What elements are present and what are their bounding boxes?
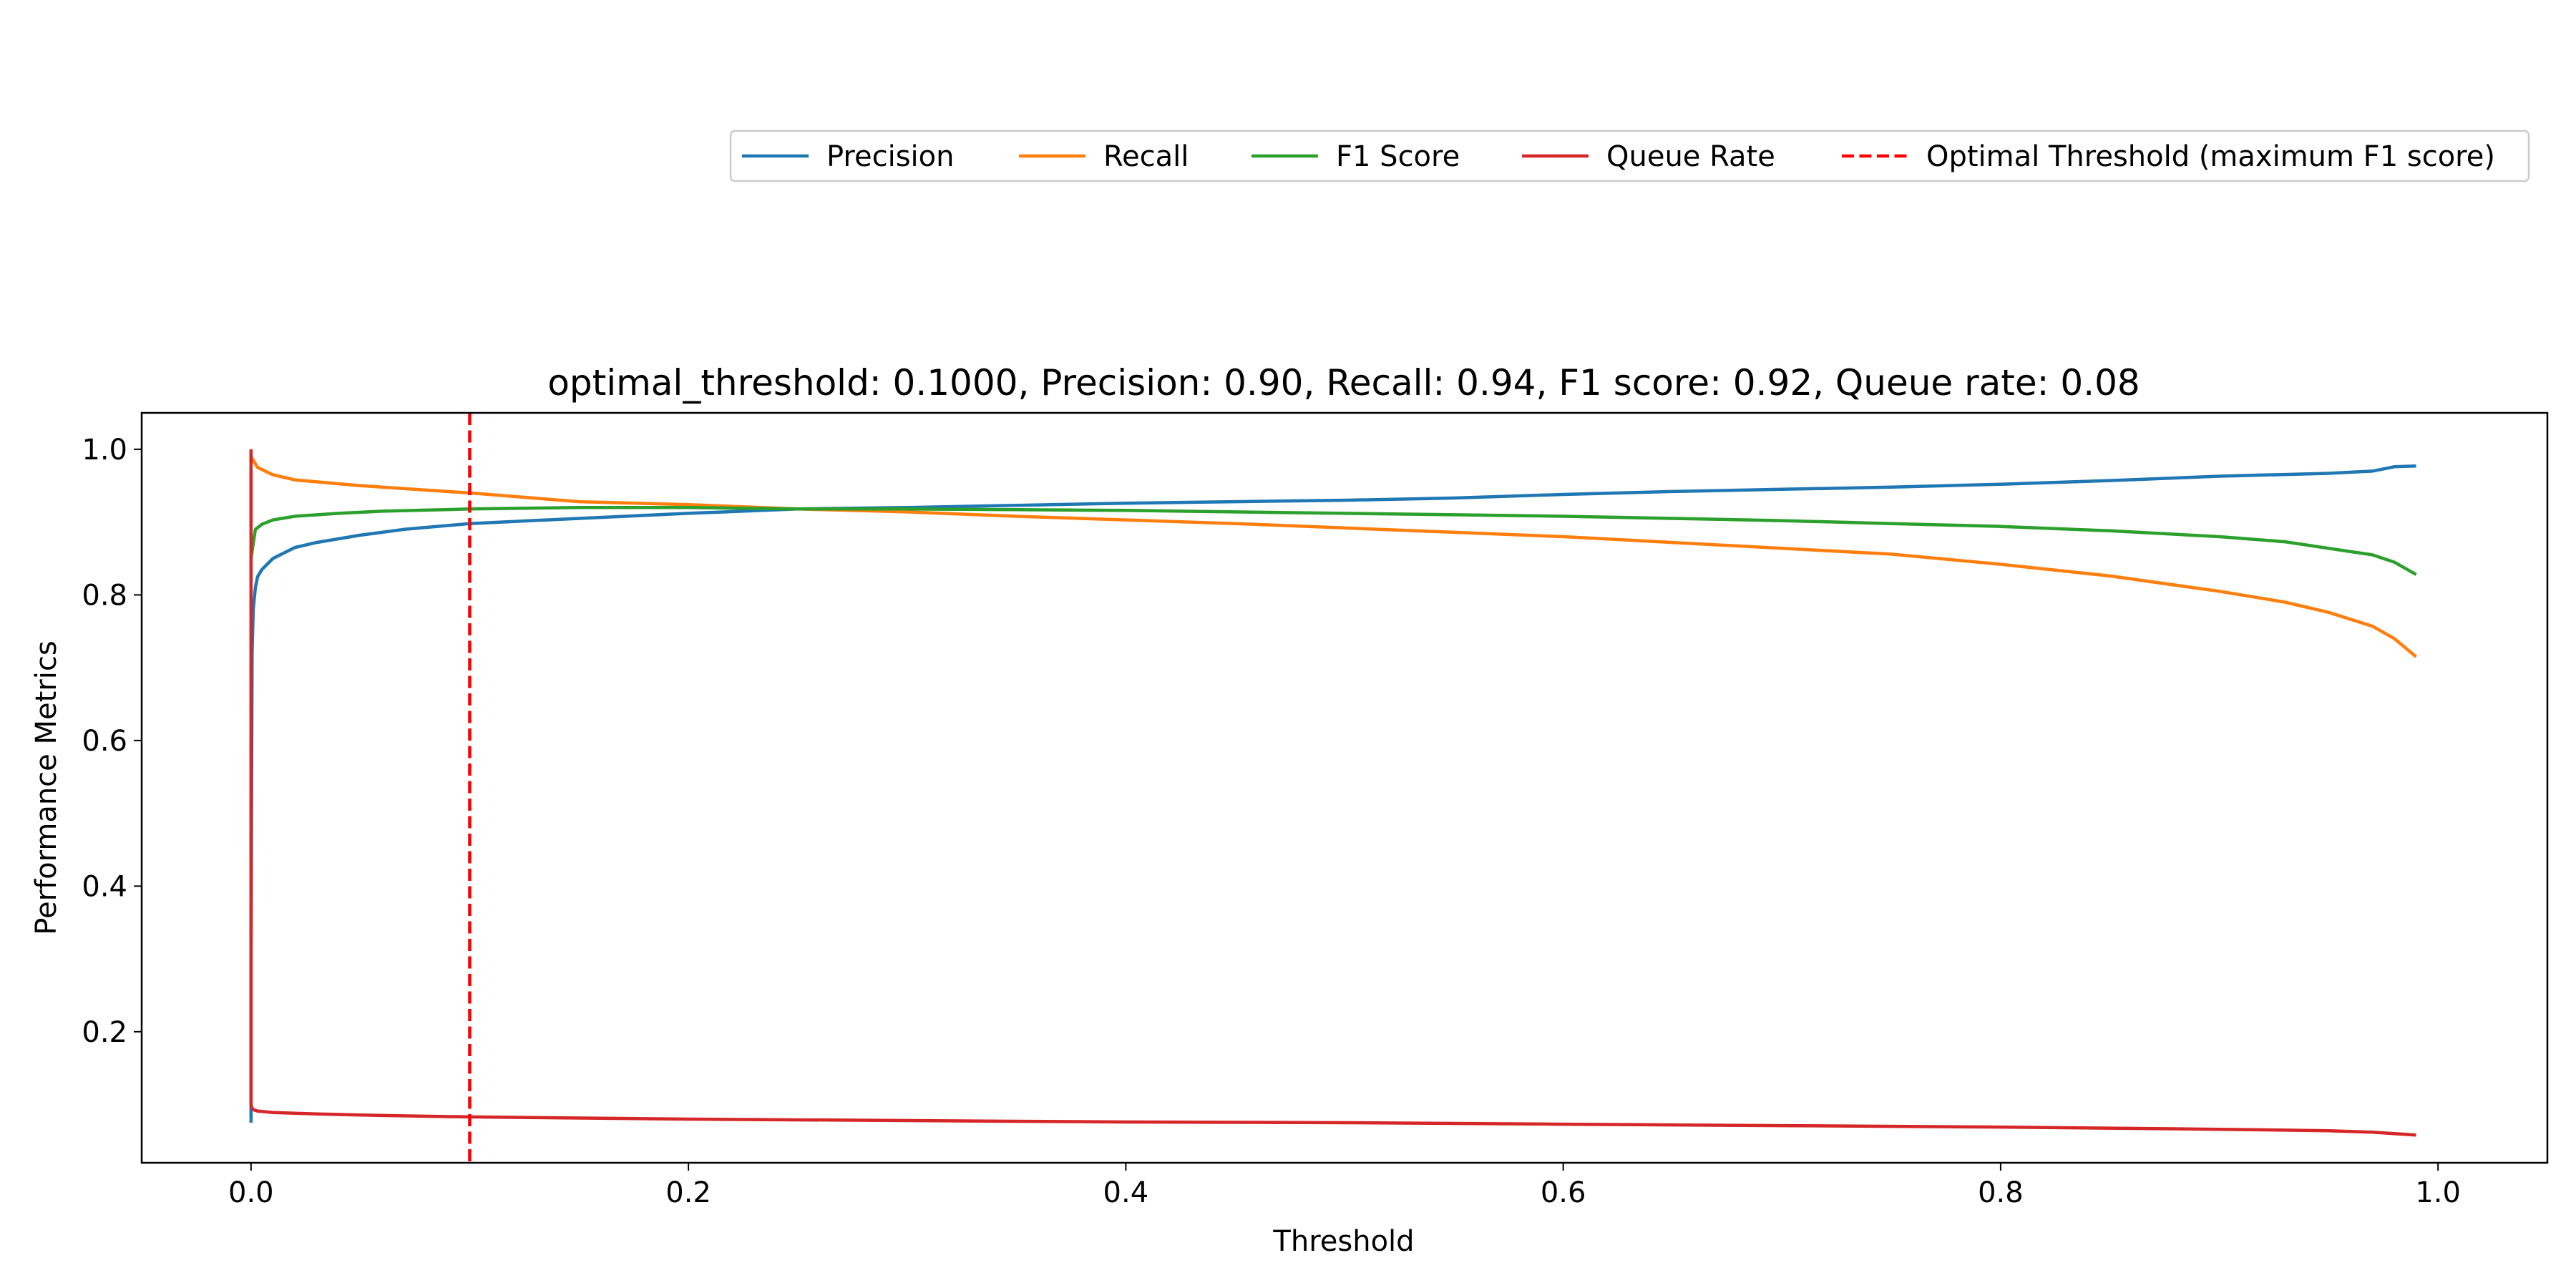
legend-label-precision: Precision xyxy=(826,140,954,173)
x-tick-label: 0.6 xyxy=(1541,1176,1586,1209)
x-tick-label: 1.0 xyxy=(2415,1176,2461,1209)
x-tick-label: 0.8 xyxy=(1978,1176,2024,1209)
plot-frame xyxy=(140,411,2549,1164)
x-axis-label: Threshold xyxy=(1272,1225,1414,1258)
series-line-recall xyxy=(249,455,2418,658)
y-axis-label: Performance Metrics xyxy=(30,640,63,935)
plot-area xyxy=(249,413,2418,1163)
x-axis: 0.0 0.2 0.4 0.6 0.8 1.0 xyxy=(228,1163,2461,1209)
y-tick-label: 1.0 xyxy=(82,434,127,467)
legend-frame xyxy=(729,130,2530,182)
y-tick-label: 0.6 xyxy=(82,725,127,758)
x-tick-label: 0.4 xyxy=(1103,1176,1149,1209)
legend-label-queue-rate: Queue Rate xyxy=(1606,140,1775,173)
y-tick-label: 0.2 xyxy=(82,1016,127,1049)
y-tick-label: 0.8 xyxy=(82,579,127,612)
chart-title: optimal_threshold: 0.1000, Precision: 0.… xyxy=(547,362,2140,404)
legend-label-recall: Recall xyxy=(1103,140,1189,173)
x-tick-label: 0.0 xyxy=(228,1176,274,1209)
y-axis: 0.2 0.4 0.6 0.8 1.0 xyxy=(82,434,142,1049)
series-line-queue-rate xyxy=(249,449,2416,1137)
legend-label-optimal-threshold-maximum-f1-score: Optimal Threshold (maximum F1 score) xyxy=(1926,140,2495,173)
legend-label-f1-score: F1 Score xyxy=(1336,140,1460,173)
x-tick-label: 0.2 xyxy=(665,1176,711,1209)
y-tick-label: 0.4 xyxy=(82,870,127,903)
legend: Precision Recall F1 Score Queue Rate Optimal… xyxy=(729,130,2530,182)
series-line-f1-score xyxy=(249,506,2417,576)
